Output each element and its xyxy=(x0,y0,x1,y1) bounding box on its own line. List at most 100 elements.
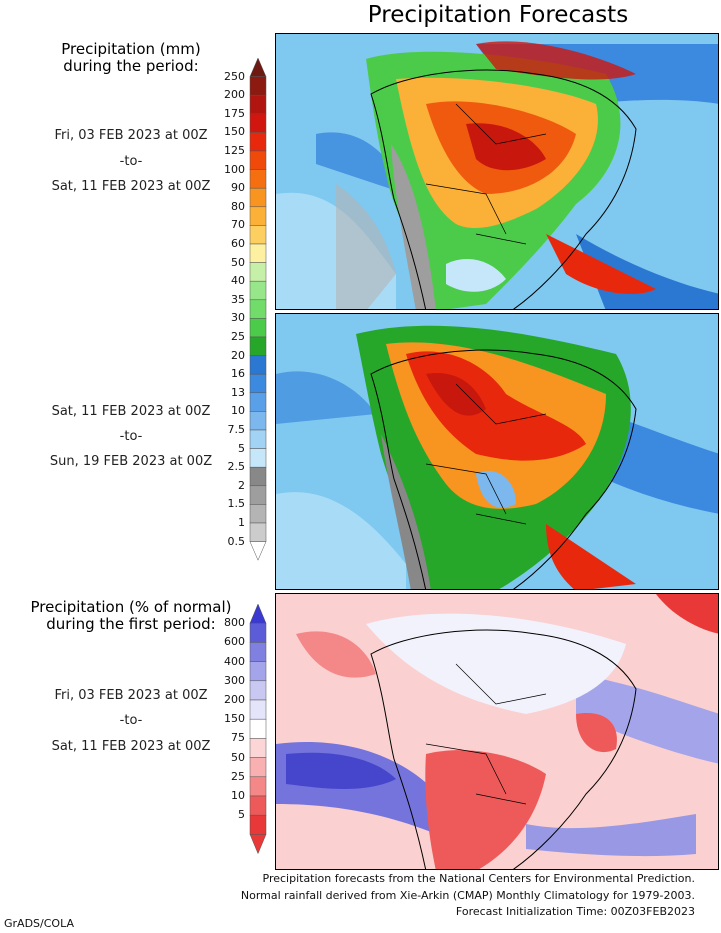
legend_mm-swatch xyxy=(249,336,267,356)
legend_mm-tick-label: 90 xyxy=(231,181,245,195)
legend-pct-heading-line2: during the first period: xyxy=(46,615,216,633)
period1-to: Sat, 11 FEB 2023 at 00Z xyxy=(51,179,211,194)
period2-sep: -to- xyxy=(119,429,143,444)
legend_mm-tick-label: 1 xyxy=(238,516,245,529)
page-title: Precipitation Forecasts xyxy=(367,2,629,28)
legend_pct-tick-label: 50 xyxy=(231,750,245,764)
legend_mm-swatch xyxy=(249,150,267,170)
legend_mm-tick-label: 125 xyxy=(224,144,245,157)
legend_mm-swatch xyxy=(249,448,267,468)
legend_mm-swatch xyxy=(249,299,267,319)
legend_mm-swatch xyxy=(249,243,267,263)
legend_mm-tick-label: 30 xyxy=(231,311,245,325)
legend_pct-swatch xyxy=(249,795,267,816)
legend_mm-swatch xyxy=(249,373,267,394)
period2-to: Sun, 19 FEB 2023 at 00Z xyxy=(49,454,213,469)
legend_mm-tick-label: 250 xyxy=(224,69,245,83)
period2-from: Sat, 11 FEB 2023 at 00Z xyxy=(51,404,211,419)
legend_pct-swatch xyxy=(249,680,267,701)
legend_mm-swatch xyxy=(249,132,267,152)
period1-sep: -to- xyxy=(119,154,143,169)
legend_pct-swatch xyxy=(249,622,267,643)
legend_pct-swatch xyxy=(249,776,267,797)
legend_mm-swatch xyxy=(249,113,267,133)
legend_mm-swatch xyxy=(249,76,267,96)
legend_mm-tick-label: 10 xyxy=(231,404,245,418)
legend_mm-swatch xyxy=(249,318,267,338)
legend_pct-tick-label: 25 xyxy=(231,769,245,783)
legend_mm-swatch xyxy=(249,355,267,375)
legend_mm-arrow-bottom xyxy=(249,541,267,561)
legend_mm-tick-label: 5 xyxy=(238,441,245,455)
legend_pct-swatch xyxy=(249,814,267,835)
legend_mm-tick-label: 35 xyxy=(231,292,245,306)
footer-label: GrADS/COLA xyxy=(4,917,74,930)
legend_mm-swatch xyxy=(249,504,267,524)
legend_pct-tick-label: 150 xyxy=(224,712,245,726)
legend_mm-tick-label: 175 xyxy=(224,106,245,120)
legend-pct-colorbar xyxy=(249,604,267,855)
period1-from: Fri, 03 FEB 2023 at 00Z xyxy=(54,128,208,143)
legend_pct-tick-label: 75 xyxy=(231,731,245,745)
legend_pct-swatch xyxy=(249,661,267,682)
legend_mm-swatch xyxy=(249,187,267,208)
legend_pct-swatch xyxy=(249,718,267,739)
legend_pct-tick-label: 800 xyxy=(224,616,245,630)
period3-sep: -to- xyxy=(119,713,143,728)
legend_mm-swatch xyxy=(249,392,267,412)
legend_mm-swatch xyxy=(249,280,267,301)
legend_mm-arrow-top xyxy=(249,58,267,77)
legend_mm-tick-label: 100 xyxy=(224,162,245,176)
legend_mm-tick-label: 200 xyxy=(224,88,245,102)
forecast-map-period2 xyxy=(275,313,719,590)
percent-normal-map-period1 xyxy=(275,593,719,870)
credit-line-1: Precipitation forecasts from the Nationa… xyxy=(262,872,696,885)
legend_mm-tick-label: 70 xyxy=(231,218,245,232)
legend_mm-swatch xyxy=(249,169,267,189)
legend_mm-tick-label: 13 xyxy=(231,385,245,399)
legend_pct-tick-label: 400 xyxy=(224,654,245,668)
legend_mm-tick-label: 150 xyxy=(224,125,245,139)
legend-mm-heading-line2: during the period: xyxy=(63,57,199,75)
legend_mm-tick-label: 2.5 xyxy=(227,460,246,474)
legend_mm-swatch xyxy=(249,485,267,505)
legend_mm-tick-label: 50 xyxy=(231,255,245,269)
legend_pct-arrow-bottom xyxy=(249,834,267,855)
legend_mm-tick-label: 40 xyxy=(231,274,245,288)
legend_mm-tick-label: 60 xyxy=(231,237,245,250)
legend_mm-tick-label: 7.5 xyxy=(227,423,246,436)
legend-mm-colorbar xyxy=(249,58,267,561)
legend_pct-arrow-top xyxy=(249,604,267,624)
legend_pct-tick-label: 200 xyxy=(224,693,245,706)
legend_mm-swatch xyxy=(249,411,267,431)
legend_mm-tick-label: 16 xyxy=(231,367,245,381)
legend_mm-swatch xyxy=(249,466,267,487)
forecast-map-period1 xyxy=(275,33,719,310)
legend_mm-tick-label: 1.5 xyxy=(227,497,246,511)
legend_mm-swatch xyxy=(249,206,267,226)
legend_mm-swatch xyxy=(249,94,267,115)
legend_pct-swatch xyxy=(249,699,267,720)
legend_pct-swatch xyxy=(249,738,267,758)
legend_mm-tick-label: 80 xyxy=(231,199,245,213)
legend_mm-swatch xyxy=(249,262,267,282)
legend_mm-swatch xyxy=(249,429,267,449)
period3-to: Sat, 11 FEB 2023 at 00Z xyxy=(51,739,211,754)
legend_mm-tick-label: 25 xyxy=(231,330,245,343)
legend-pct-heading-line1: Precipitation (% of normal) xyxy=(30,598,232,616)
legend_mm-swatch xyxy=(249,225,267,245)
legend_pct-swatch xyxy=(249,757,267,778)
legend_pct-tick-label: 10 xyxy=(231,789,245,802)
legend_pct-tick-label: 5 xyxy=(238,808,245,822)
legend_mm-tick-label: 20 xyxy=(231,348,245,362)
period3-from: Fri, 03 FEB 2023 at 00Z xyxy=(54,688,208,703)
legend_pct-swatch xyxy=(249,642,267,662)
legend-mm-heading-line1: Precipitation (mm) xyxy=(61,40,201,58)
legend_pct-tick-label: 600 xyxy=(224,635,245,649)
legend_mm-swatch xyxy=(249,522,267,542)
credit-line-2: Normal rainfall derived from Xie-Arkin (… xyxy=(240,889,695,902)
legend_mm-tick-label: 2 xyxy=(238,478,245,492)
legend_mm-tick-label: 0.5 xyxy=(227,534,246,548)
credit-line-3: Forecast Initialization Time: 00Z03FEB20… xyxy=(455,905,695,918)
legend_pct-tick-label: 300 xyxy=(224,673,245,687)
